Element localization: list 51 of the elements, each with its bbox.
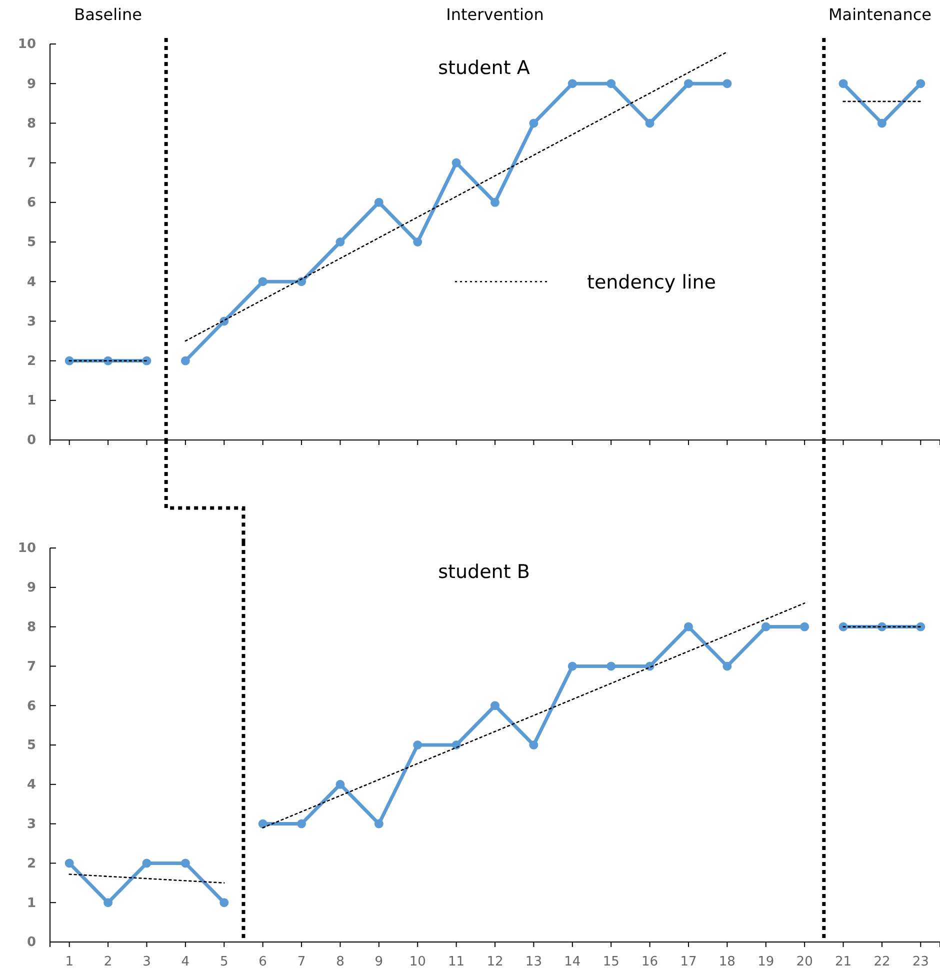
y-tick-label: 5 [26,235,36,250]
x-tick-label: 21 [834,954,852,970]
text: student A [438,57,530,79]
x-tick-label: 9 [374,954,384,970]
y-tick-label: 5 [26,738,36,754]
x-tick-label: 17 [680,954,697,970]
y-tick-label: 1 [26,394,36,409]
x-tick-label: 16 [642,954,658,970]
y-tick-label: 2 [26,354,36,369]
x-tick-label: 19 [758,954,774,970]
x-tick-label: 20 [796,954,813,970]
y-tick-label: 9 [26,76,36,92]
x-tick-label: 23 [912,954,929,970]
x-tick-label: 5 [220,954,228,970]
legend-label: tendency line [587,272,716,294]
y-tick-label: 10 [18,37,36,52]
x-tick-label: 18 [718,954,736,970]
text: Maintenance [828,5,932,24]
x-tick-label: 11 [448,954,465,970]
y-tick-label: 3 [26,816,36,832]
x-tick-label: 15 [602,954,620,970]
x-tick-label: 12 [486,954,504,970]
y-tick-label: 2 [26,856,36,872]
x-tick-label: 8 [336,954,344,970]
x-tick-label: 7 [297,954,306,970]
y-tick-label: 8 [26,620,36,635]
y-tick-label: 0 [26,935,36,950]
text: student B [438,561,530,583]
text: Intervention [446,5,544,24]
y-tick-label: 1 [26,896,36,911]
y-tick-label: 7 [26,659,36,674]
y-tick-label: 8 [26,116,36,132]
y-tick-label: 3 [26,314,36,330]
x-tick-label: 1 [65,954,74,970]
y-tick-label: 9 [26,580,36,596]
y-tick-label: 4 [26,778,36,793]
x-tick-label: 2 [104,954,112,970]
y-tick-label: 7 [26,156,36,171]
y-tick-label: 10 [18,541,36,556]
y-tick-label: 6 [26,698,36,714]
x-tick-label: 6 [258,954,267,970]
x-tick-label: 3 [142,954,151,970]
y-tick-label: 0 [26,433,36,448]
x-tick-label: 10 [409,954,426,970]
x-tick-label: 22 [874,954,890,970]
x-tick-label: 13 [525,954,542,970]
x-tick-label: 14 [564,954,581,970]
text: Baseline [74,5,142,24]
y-tick-label: 6 [26,196,36,211]
x-tick-label: 4 [181,954,190,970]
y-tick-label: 4 [26,274,36,290]
